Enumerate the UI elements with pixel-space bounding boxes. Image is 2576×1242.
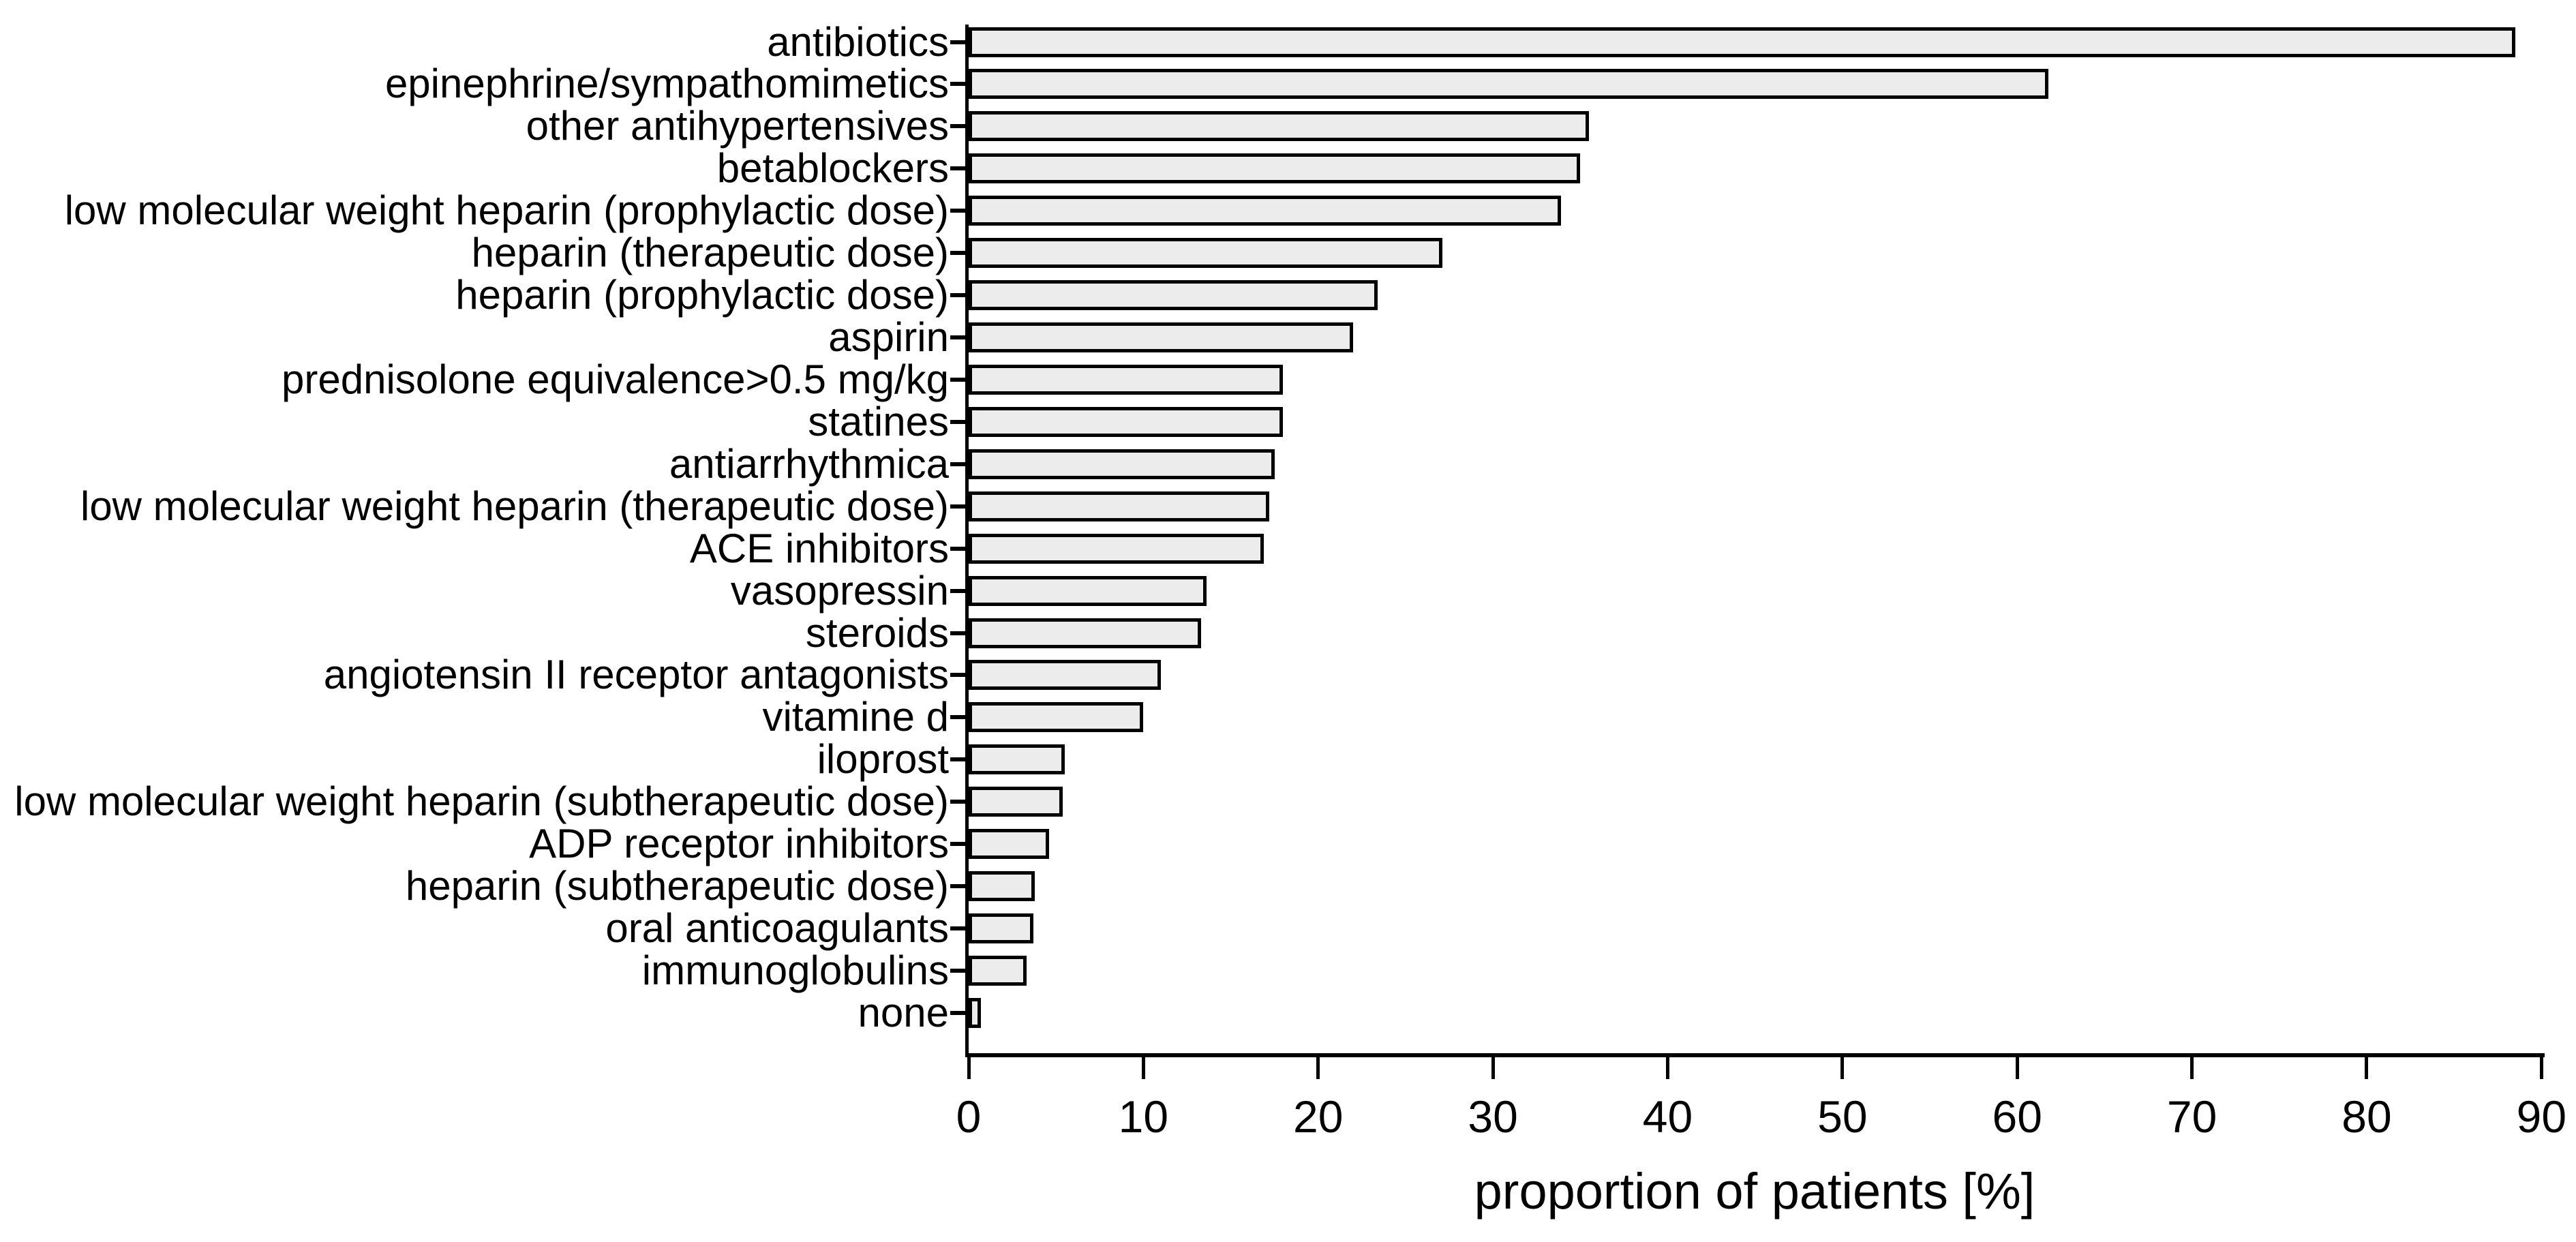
- y-tick-mark: [950, 377, 965, 382]
- y-tick-mark: [950, 757, 965, 762]
- category-label: epinephrine/sympathomimetics: [384, 61, 949, 107]
- y-tick-mark: [950, 40, 965, 44]
- y-tick-mark: [950, 926, 965, 931]
- bar: [969, 829, 1049, 860]
- category-label: statines: [808, 398, 949, 444]
- bar: [969, 871, 1035, 902]
- bar: [969, 955, 1027, 986]
- x-tick-mark: [1491, 1057, 1495, 1079]
- category-label: prednisolone equivalence>0.5 mg/kg: [281, 356, 949, 402]
- bar: [969, 787, 1063, 817]
- y-tick-mark: [950, 842, 965, 847]
- bar: [969, 364, 1284, 395]
- category-label: ACE inhibitors: [689, 525, 949, 571]
- category-label: betablockers: [716, 145, 949, 192]
- y-tick-mark: [950, 1010, 965, 1015]
- x-tick-label: 30: [1468, 1091, 1518, 1142]
- bar: [969, 153, 1581, 184]
- bar: [969, 744, 1065, 775]
- category-label: heparin (subtherapeutic dose): [405, 863, 949, 909]
- category-label: steroids: [805, 609, 949, 656]
- y-tick-mark: [950, 461, 965, 466]
- category-label: heparin (prophylactic dose): [455, 272, 949, 318]
- x-tick-label: 0: [956, 1091, 982, 1142]
- x-tick-mark: [1840, 1057, 1845, 1079]
- x-tick-mark: [2365, 1057, 2369, 1079]
- x-tick-mark: [967, 1057, 971, 1079]
- category-label: low molecular weight heparin (prophylact…: [64, 187, 949, 234]
- bar: [969, 533, 1264, 564]
- x-tick-label: 10: [1118, 1091, 1169, 1142]
- category-label: angiotensin II receptor antagonists: [323, 652, 949, 698]
- y-tick-mark: [950, 251, 965, 256]
- bar: [969, 491, 1269, 521]
- y-tick-mark: [950, 166, 965, 171]
- x-tick-mark: [2015, 1057, 2019, 1079]
- category-label: antibiotics: [767, 18, 949, 65]
- y-tick-mark: [950, 968, 965, 973]
- x-tick-label: 80: [2342, 1091, 2392, 1142]
- x-tick-mark: [1316, 1057, 1320, 1079]
- y-tick-mark: [950, 124, 965, 129]
- x-tick-label: 90: [2516, 1091, 2567, 1142]
- y-tick-mark: [950, 631, 965, 635]
- category-label: immunoglobulins: [641, 947, 949, 993]
- bar: [969, 449, 1275, 479]
- x-tick-mark: [2190, 1057, 2194, 1079]
- bar: [969, 660, 1161, 691]
- bar: [969, 322, 1353, 352]
- bar: [969, 575, 1207, 606]
- bar: [969, 238, 1442, 269]
- y-tick-mark: [950, 335, 965, 339]
- category-label: other antihypertensives: [526, 103, 949, 149]
- category-label: aspirin: [828, 314, 949, 360]
- y-axis-line: [965, 25, 969, 1057]
- bar: [969, 27, 2515, 57]
- bar: [969, 280, 1378, 311]
- y-tick-mark: [950, 504, 965, 509]
- category-label: antiarrhythmica: [669, 440, 949, 487]
- x-tick-label: 20: [1293, 1091, 1344, 1142]
- x-tick-label: 50: [1817, 1091, 1868, 1142]
- x-tick-mark: [1665, 1057, 1669, 1079]
- bar: [969, 196, 1562, 226]
- x-tick-label: 40: [1642, 1091, 1693, 1142]
- y-tick-mark: [950, 715, 965, 720]
- x-tick-mark: [2539, 1057, 2543, 1079]
- x-tick-label: 60: [1992, 1091, 2042, 1142]
- category-label: low molecular weight heparin (subtherape…: [14, 778, 949, 825]
- category-label: oral anticoagulants: [605, 905, 949, 952]
- bar: [969, 406, 1284, 437]
- x-axis-title: proportion of patients [%]: [1474, 1163, 2035, 1220]
- x-tick-mark: [1141, 1057, 1145, 1079]
- x-axis-line: [965, 1053, 2545, 1057]
- category-label: vitamine d: [762, 694, 949, 740]
- y-tick-mark: [950, 209, 965, 213]
- category-label: low molecular weight heparin (therapeuti…: [80, 483, 949, 529]
- y-tick-mark: [950, 673, 965, 678]
- y-tick-mark: [950, 419, 965, 424]
- category-label: iloprost: [817, 736, 949, 783]
- y-tick-mark: [950, 82, 965, 87]
- bar: [969, 69, 2049, 100]
- category-label: vasopressin: [730, 567, 949, 614]
- y-tick-mark: [950, 546, 965, 551]
- bar: [969, 618, 1201, 648]
- bar: [969, 997, 981, 1028]
- y-tick-mark: [950, 884, 965, 889]
- bar: [969, 702, 1144, 733]
- category-label: heparin (therapeutic dose): [471, 230, 949, 276]
- bar: [969, 913, 1033, 944]
- x-tick-label: 70: [2166, 1091, 2217, 1142]
- category-label: ADP receptor inhibitors: [529, 821, 949, 867]
- bar: [969, 111, 1590, 142]
- y-tick-mark: [950, 800, 965, 804]
- category-label: none: [858, 989, 949, 1035]
- y-tick-mark: [950, 293, 965, 298]
- y-tick-mark: [950, 588, 965, 593]
